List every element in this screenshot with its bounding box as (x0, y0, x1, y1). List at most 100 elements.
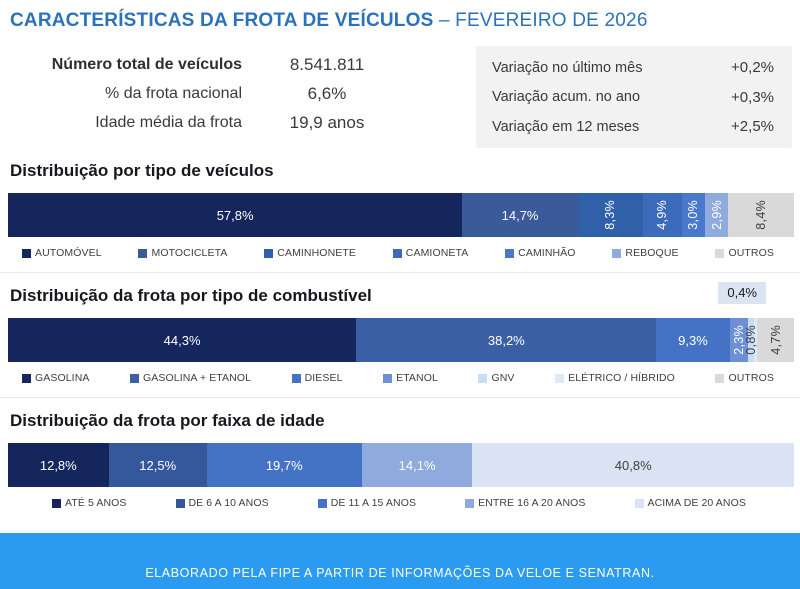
legend-swatch (505, 248, 515, 258)
bar-segment-diesel: 9,3% (656, 318, 730, 362)
bar-segment-gnv: 0,8% (744, 318, 758, 362)
legend-item-outros: OUTROS (715, 247, 774, 259)
legend-swatch (383, 373, 393, 383)
bar-segment-value: 0,8% (743, 325, 758, 355)
legend-swatch (555, 373, 565, 383)
bar-segment-caminh-o: 3,0% (681, 193, 706, 237)
legend-swatch (138, 248, 148, 258)
stat-row-total-vehicles: Número total de veículos 8.541.811 (10, 50, 450, 79)
bar-segment-value: 2,9% (709, 200, 724, 230)
segment-callout: 0,4% (718, 282, 766, 304)
legend-swatch (715, 248, 725, 258)
bar-segment-value: 4,9% (655, 200, 670, 230)
legend-item-gasolina-etanol: GASOLINA + ETANOL (130, 372, 251, 384)
section-title: Distribuição da frota por faixa de idade (10, 411, 325, 430)
legend-swatch (392, 248, 402, 258)
variation-row-ytd: Variação acum. no ano +0,3% (492, 89, 774, 106)
legend-label: CAMINHONETE (277, 247, 356, 259)
chart-vehicle-type: Distribuição por tipo de veículos 57,8% 1… (0, 155, 800, 273)
legend-item-caminh-o: CAMINHÃO (505, 247, 575, 259)
variation-panel: Variação no último mês +0,2% Variação ac… (476, 46, 792, 148)
bar-segment-gasolina-etanol: 38,2% (356, 318, 657, 362)
bar-segment-value: 14,1% (398, 457, 436, 473)
bar-segment-at-5-anos: 12,8% (8, 443, 109, 487)
bar-segment-value: 8,4% (753, 200, 768, 230)
legend-label: GASOLINA (35, 372, 90, 384)
legend-swatch (291, 373, 301, 383)
legend-item-autom-vel: AUTOMÓVEL (22, 247, 102, 259)
bar-segment-value: 4,7% (768, 325, 783, 355)
bar-segment-value: 12,8% (39, 457, 77, 473)
bar-segment-de-6-a-10-anos: 12,5% (108, 443, 207, 487)
stat-label: % da frota nacional (105, 84, 242, 102)
legend-item-caminhonete: CAMINHONETE (264, 247, 356, 259)
legend-label: ATÉ 5 ANOS (65, 497, 127, 509)
bar-segment-de-11-a-15-anos: 19,7% (206, 443, 362, 487)
legend-label: CAMIONETA (405, 247, 469, 259)
bar-segment-motocicleta: 14,7% (462, 193, 578, 237)
bar-segment-value: 38,2% (487, 332, 525, 348)
stat-row-average-age: Idade média da frota 19,9 anos (10, 108, 450, 137)
page-title: CARACTERÍSTICAS DA FROTA DE VEÍCULOS – F… (0, 0, 800, 32)
legend-item-outros: OUTROS (715, 372, 774, 384)
legend-label: REBOQUE (625, 247, 679, 259)
bar-segment-gasolina: 44,3% (8, 318, 357, 362)
legend-item-acima-de-20-anos: ACIMA DE 20 ANOS (634, 497, 746, 509)
variation-value: +0,2% (731, 59, 774, 76)
stat-value: 19,9 anos (289, 112, 365, 132)
stacked-bar: 57,8% 14,7% 8,3% 4,9% 3,0% 2,9% 8,4% (8, 193, 794, 237)
section-title: Distribuição por tipo de veículos (10, 161, 274, 180)
legend-swatch (715, 373, 725, 383)
stat-label: Número total de veículos (51, 55, 242, 73)
legend-label: GNV (491, 372, 515, 384)
legend-label: OUTROS (728, 372, 774, 384)
bar-segment-outros: 4,7% (757, 318, 794, 362)
legend-label: DIESEL (304, 372, 343, 384)
bar-segment-value: 40,8% (614, 457, 652, 473)
legend-label: CAMINHÃO (518, 247, 576, 259)
bar-segment-camioneta: 4,9% (643, 193, 682, 237)
legend-item-entre-16-a-20-anos: ENTRE 16 A 20 ANOS (465, 497, 585, 509)
legend-item-camioneta: CAMIONETA (392, 247, 469, 259)
stacked-bar: 44,3% 38,2% 9,3% 2,3% 0,8% 4,7% (8, 318, 794, 362)
footer-text: ELABORADO PELA FIPE A PARTIR DE INFORMAÇ… (145, 566, 655, 580)
variation-label: Variação no último mês (492, 59, 643, 76)
legend-swatch (465, 498, 475, 508)
bar-segment-etanol: 2,3% (729, 318, 748, 362)
stacked-bar: 12,8% 12,5% 19,7% 14,1% 40,8% (8, 443, 794, 487)
section-title: Distribuição da frota por tipo de combus… (10, 286, 372, 305)
bar-segment-el-trico-h-brido (753, 318, 758, 362)
legend-swatch (22, 248, 31, 258)
summary-stats: Número total de veículos 8.541.811 % da … (10, 46, 450, 137)
legend-swatch (478, 373, 488, 383)
bar-segment-reboque: 2,9% (705, 193, 728, 237)
variation-label: Variação em 12 meses (492, 118, 640, 135)
stat-label: Idade média da frota (95, 113, 242, 131)
legend-item-diesel: DIESEL (291, 372, 343, 384)
legend: GASOLINA GASOLINA + ETANOL DIESEL ETANOL GNV… (22, 362, 774, 397)
legend-swatch (612, 248, 622, 258)
bar-segment-value: 3,0% (686, 200, 701, 230)
bar-segment-entre-16-a-20-anos: 14,1% (361, 443, 473, 487)
legend-label: MOTOCICLETA (151, 247, 228, 259)
stat-value: 6,6% (307, 83, 347, 103)
bar-segment-acima-de-20-anos: 40,8% (472, 443, 794, 487)
bar-segment-autom-vel: 57,8% (8, 193, 463, 237)
page-title-main: CARACTERÍSTICAS DA FROTA DE VEÍCULOS (10, 10, 434, 31)
legend-item-at-5-anos: ATÉ 5 ANOS (52, 497, 127, 509)
bar-segment-value: 12,5% (139, 457, 177, 473)
page-title-period: – FEVEREIRO DE 2026 (433, 10, 648, 31)
chart-fuel-type: Distribuição da frota por tipo de combus… (0, 280, 800, 398)
legend-item-motocicleta: MOTOCICLETA (138, 247, 227, 259)
legend: AUTOMÓVEL MOTOCICLETA CAMINHONETE CAMIONETA… (22, 237, 774, 272)
stat-value: 8.541.811 (289, 54, 365, 74)
legend-label: ENTRE 16 A 20 ANOS (478, 497, 586, 509)
summary-section: Número total de veículos 8.541.811 % da … (10, 46, 792, 148)
variation-row-month: Variação no último mês +0,2% (492, 59, 774, 76)
legend-label: DE 11 A 15 ANOS (330, 497, 417, 509)
bar-segment-value: 9,3% (678, 332, 708, 348)
legend-swatch (22, 373, 31, 383)
legend-swatch (634, 498, 644, 508)
legend: ATÉ 5 ANOS DE 6 A 10 ANOS DE 11 A 15 ANOS E… (52, 487, 746, 522)
legend-label: AUTOMÓVEL (35, 247, 102, 259)
